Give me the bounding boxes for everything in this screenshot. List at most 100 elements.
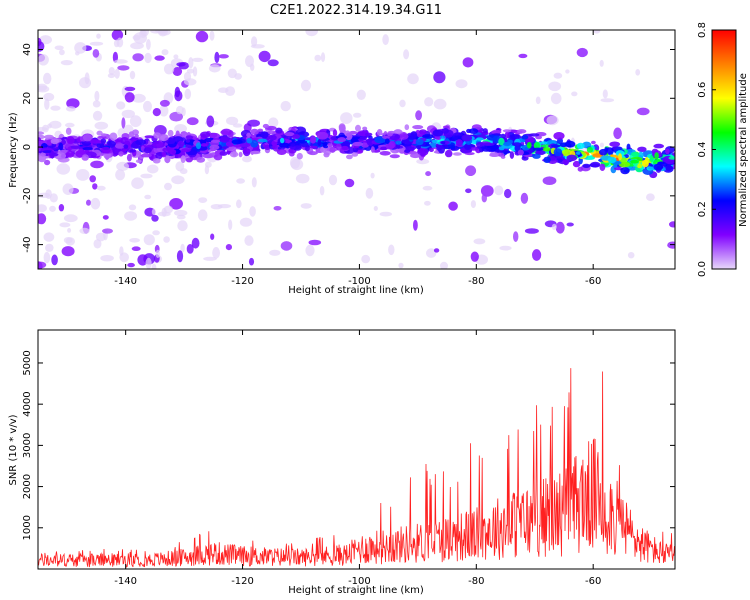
heatmap-ridge-cell	[135, 139, 147, 146]
heatmap-ridge-cell	[566, 154, 578, 162]
heatmap-noise-cell	[116, 101, 126, 110]
heatmap-noise-cell	[546, 115, 559, 126]
heatmap-ridge-cell	[500, 133, 506, 139]
heatmap-noise-cell	[146, 164, 159, 174]
heatmap-ridge-cell	[257, 138, 268, 143]
heatmap-noise-cell	[535, 96, 541, 105]
heatmap-noise-cell	[403, 49, 410, 60]
heatmap-noise-cell	[388, 244, 395, 256]
heatmap-ridge-cell	[461, 134, 473, 142]
heatmap-noise-cell	[119, 246, 124, 256]
heatmap-ridge-cell	[231, 139, 243, 145]
colorbar-tick-label: 0.4	[697, 142, 708, 158]
heatmap-ridge-cell	[107, 140, 116, 147]
heatmap-noise-cell	[513, 231, 519, 243]
heatmap-noise-cell	[269, 249, 281, 256]
heatmap-ridge-cell	[542, 147, 551, 152]
heatmap-noise-cell	[152, 230, 160, 236]
heatmap-noise-cell	[132, 53, 144, 62]
heatmap-noise-cell	[169, 198, 184, 210]
heatmap-ridge-cell	[398, 133, 409, 140]
heatmap-ridge-cell	[296, 140, 308, 144]
heatmap-ridge-cell	[200, 131, 211, 138]
heatmap-ridge-cell	[623, 169, 630, 173]
x-tick-label: -100	[348, 276, 371, 287]
heatmap-noise-cell	[600, 98, 615, 103]
heatmap-ridge-cell	[468, 128, 479, 134]
heatmap-ridge-cell	[533, 147, 544, 151]
heatmap-ridge-cell	[532, 153, 541, 159]
heatmap-noise-cell	[250, 44, 265, 49]
heatmap-noise-cell	[38, 54, 49, 66]
heatmap-noise-cell	[258, 50, 271, 63]
heatmap-ridge-cell	[533, 142, 541, 150]
heatmap-noise-cell	[494, 185, 504, 196]
heatmap-noise-cell	[209, 30, 215, 41]
heatmap-ridge-cell	[364, 132, 373, 137]
heatmap-noise-cell	[66, 98, 80, 109]
heatmap-ridge-cell	[262, 123, 269, 129]
heatmap-ridge-cell	[489, 152, 499, 157]
heatmap-noise-cell	[365, 187, 374, 199]
heatmap-noise-cell	[38, 37, 42, 47]
heatmap-noise-cell	[228, 219, 233, 231]
heatmap-ridge-cell	[327, 142, 333, 147]
heatmap-noise-cell	[49, 193, 58, 203]
heatmap-noise-cell	[45, 189, 52, 200]
heatmap-noise-cell	[448, 201, 458, 211]
heatmap-noise-cell	[203, 256, 217, 261]
heatmap-ridge-cell	[404, 149, 411, 154]
heatmap-ridge-cell	[246, 132, 252, 138]
snr-series-line	[38, 368, 675, 568]
x-tick-label: -60	[585, 576, 601, 587]
snr-frame	[37, 329, 676, 570]
heatmap-ridge-cell	[469, 146, 479, 151]
heatmap-ridge-cell	[654, 152, 659, 160]
heatmap-ridge-cell	[590, 161, 601, 168]
heatmap-ridge-cell	[503, 141, 511, 147]
x-tick-label: -120	[231, 276, 254, 287]
heatmap-noise-cell	[39, 35, 52, 45]
heatmap-noise-cell	[100, 255, 114, 262]
heatmap-noise-cell	[93, 239, 102, 249]
heatmap-ridge-cell	[436, 144, 442, 151]
heatmap-noise-cell	[192, 66, 198, 77]
heatmap-ridge-cell	[586, 146, 594, 153]
colorbar-tick-label: 0.2	[697, 201, 708, 217]
heatmap-noise-cell	[268, 117, 279, 128]
heatmap-ridge-cell	[653, 163, 664, 171]
heatmap-ridge-cell	[65, 150, 75, 158]
heatmap-ridge-cell	[361, 142, 369, 148]
heatmap-ridge-cell	[189, 141, 194, 146]
heatmap-noise-cell	[144, 194, 152, 200]
heatmap-noise-cell	[520, 192, 529, 204]
heatmap-noise-cell	[177, 220, 188, 232]
heatmap-noise-cell	[433, 71, 446, 84]
heatmap-noise-cell	[399, 99, 406, 108]
heatmap-ridge-cell	[239, 142, 251, 148]
heatmap-noise-cell	[236, 199, 242, 209]
heatmap-noise-cell	[415, 110, 422, 121]
heatmap-noise-cell	[50, 105, 61, 111]
heatmap-ridge-cell	[65, 127, 72, 135]
heatmap-noise-cell	[45, 243, 54, 252]
heatmap-ridge-cell	[66, 136, 75, 145]
heatmap-noise-cell	[627, 252, 635, 259]
heatmap-ridge-cell	[504, 131, 510, 139]
heatmap-ridge-cell	[340, 140, 351, 148]
heatmap-noise-cell	[344, 178, 355, 188]
heatmap-ridge-cell	[376, 129, 383, 136]
heatmap-noise-cell	[154, 55, 165, 61]
snr-y-axis-label: SNR (10 * v/v)	[8, 414, 19, 485]
heatmap-ridge-cell	[272, 143, 278, 150]
heatmap-noise-cell	[370, 172, 375, 179]
heatmap-noise-cell	[206, 115, 215, 128]
heatmap-noise-cell	[89, 175, 96, 183]
heatmap-noise-cell	[43, 251, 51, 264]
heatmap-noise-cell	[565, 69, 570, 74]
heatmap-noise-cell	[242, 155, 252, 163]
heatmap-noise-cell	[416, 158, 430, 165]
heatmap-ridge-cell	[476, 137, 484, 141]
heatmap-ridge-cell	[539, 141, 548, 145]
heatmap-ridge-cell	[296, 152, 303, 160]
